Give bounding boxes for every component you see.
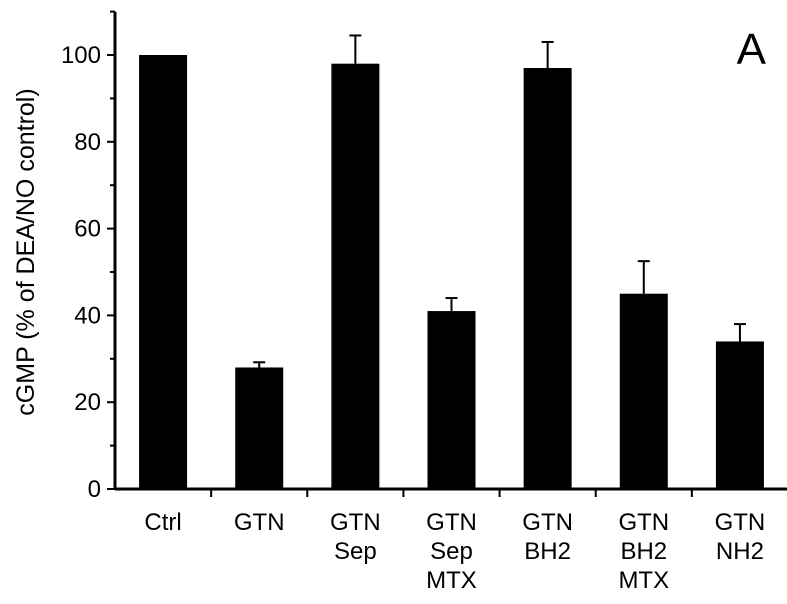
- x-category-label: GTN NH2: [715, 509, 766, 565]
- x-category-label-line: MTX: [426, 567, 477, 594]
- y-tick-label: 60: [74, 216, 101, 243]
- y-tick-label: 40: [74, 302, 101, 329]
- bar: [523, 68, 572, 490]
- y-tick-label: 100: [61, 42, 101, 69]
- x-category-label-line: NH2: [716, 538, 764, 565]
- x-category-label-line: GTN: [618, 509, 669, 536]
- x-category-label: GTN Sep MTX: [426, 509, 477, 594]
- x-category-label-line: GTN: [234, 509, 285, 536]
- x-category-label-line: Sep: [334, 538, 377, 565]
- x-category-label: GTN BH2 MTX: [618, 509, 669, 594]
- bar: [331, 63, 380, 490]
- panel-label: A: [737, 25, 767, 74]
- x-category-label: Ctrl: [144, 509, 181, 536]
- x-category-label: GTN BH2: [522, 509, 573, 565]
- x-category-label-line: GTN: [522, 509, 573, 536]
- bar: [235, 367, 284, 489]
- x-category-label-line: GTN: [715, 509, 766, 536]
- x-category-label-line: GTN: [330, 509, 381, 536]
- x-category-label-line: GTN: [426, 509, 477, 536]
- y-tick-label: 20: [74, 389, 101, 416]
- x-category-label-line: MTX: [618, 567, 669, 594]
- x-category-label-line: BH2: [620, 538, 667, 565]
- x-category-label-line: Sep: [430, 538, 473, 565]
- x-category-label: GTN Sep: [330, 509, 381, 565]
- bar: [619, 293, 668, 489]
- bar: [139, 55, 188, 489]
- x-category-label-line: Ctrl: [144, 509, 181, 536]
- bar: [427, 311, 476, 489]
- y-tick-label: 80: [74, 129, 101, 156]
- x-category-label: GTN: [234, 509, 285, 536]
- y-tick-label: 0: [88, 476, 101, 503]
- bar: [715, 341, 764, 489]
- y-axis-label: cGMP (% of DEA/NO control): [12, 88, 40, 415]
- x-category-label-line: BH2: [524, 538, 571, 565]
